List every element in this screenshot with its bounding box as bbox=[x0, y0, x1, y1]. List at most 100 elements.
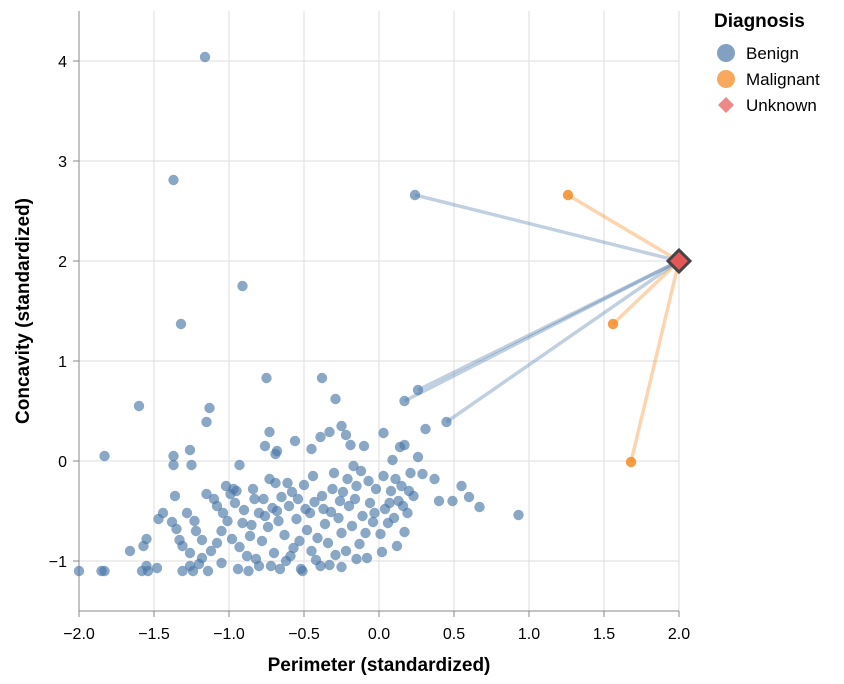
grid bbox=[78, 11, 680, 611]
point-benign bbox=[226, 533, 238, 545]
x-tick-label: 1.5 bbox=[593, 626, 615, 643]
point-benign bbox=[336, 561, 347, 573]
point-benign bbox=[409, 189, 421, 201]
point-benign bbox=[346, 520, 358, 532]
point-benign bbox=[262, 521, 274, 533]
point-benign bbox=[318, 503, 329, 515]
point-benign bbox=[184, 444, 196, 456]
neighbor-lines bbox=[403, 193, 681, 463]
point-benign bbox=[367, 516, 379, 528]
point-benign bbox=[169, 490, 181, 502]
x-tick-label: −1.0 bbox=[213, 626, 245, 643]
point-benign bbox=[211, 537, 223, 549]
point-benign bbox=[270, 448, 281, 460]
neighbor-line-0 bbox=[414, 193, 680, 263]
point-benign bbox=[211, 500, 223, 512]
x-tick-label: −1.5 bbox=[138, 626, 170, 643]
point-benign bbox=[364, 497, 376, 509]
neighbor-line-5 bbox=[611, 259, 681, 326]
y-tick-label: 4 bbox=[58, 54, 67, 71]
y-tick-label: 0 bbox=[58, 454, 67, 471]
point-benign bbox=[351, 553, 362, 565]
point-benign bbox=[456, 480, 467, 492]
y-tick-label: 3 bbox=[58, 154, 67, 171]
point-benign bbox=[391, 540, 403, 552]
point-benign bbox=[190, 525, 202, 537]
point-benign bbox=[157, 507, 169, 519]
point-benign bbox=[286, 486, 298, 498]
point-benign bbox=[429, 473, 440, 485]
point-benign bbox=[324, 559, 335, 571]
legend: Diagnosis Benign Malignant Unknown bbox=[714, 11, 820, 115]
point-benign bbox=[232, 563, 244, 575]
y-tick-label: 2 bbox=[58, 254, 67, 271]
point-benign bbox=[279, 529, 290, 541]
point-benign bbox=[309, 496, 320, 508]
point-benign bbox=[238, 504, 250, 516]
point-benign bbox=[288, 542, 299, 554]
y-tick-label: 1 bbox=[58, 354, 67, 371]
point-benign bbox=[276, 491, 287, 503]
legend-label-malignant: Malignant bbox=[746, 70, 820, 89]
x-tick-label: 0.5 bbox=[443, 626, 465, 643]
point-benign bbox=[399, 526, 410, 538]
point-benign bbox=[349, 493, 361, 505]
point-benign bbox=[340, 545, 352, 557]
x-tick-label: −2.0 bbox=[63, 626, 95, 643]
point-benign bbox=[96, 565, 107, 577]
point-benign bbox=[447, 495, 458, 507]
point-benign bbox=[307, 470, 319, 482]
point-benign bbox=[375, 528, 386, 540]
point-benign bbox=[187, 565, 199, 577]
legend-label-benign: Benign bbox=[746, 44, 799, 63]
point-benign bbox=[273, 515, 284, 527]
point-benign bbox=[292, 493, 304, 505]
y-axis-title: Concavity (standardized) bbox=[13, 198, 34, 424]
point-benign bbox=[243, 565, 254, 577]
point-benign bbox=[124, 545, 136, 557]
point-benign bbox=[342, 473, 353, 485]
point-benign bbox=[271, 505, 283, 517]
point-benign bbox=[205, 545, 217, 557]
x-axis-title: Perimeter (standardized) bbox=[268, 655, 491, 676]
point-benign bbox=[405, 467, 416, 479]
y-tick-label: −1 bbox=[49, 554, 67, 571]
point-unknown bbox=[665, 247, 693, 275]
point-benign bbox=[340, 429, 352, 441]
point-benign bbox=[369, 507, 380, 519]
point-benign bbox=[168, 459, 179, 471]
point-benign bbox=[186, 459, 197, 471]
point-benign bbox=[184, 547, 196, 559]
point-benign bbox=[261, 372, 272, 384]
point-malignant bbox=[625, 456, 637, 468]
point-benign bbox=[268, 547, 280, 559]
point-malignant bbox=[562, 189, 574, 201]
point-benign bbox=[204, 402, 215, 414]
point-benign bbox=[141, 560, 152, 572]
point-benign bbox=[399, 439, 410, 451]
point-benign bbox=[196, 534, 208, 546]
point-benign bbox=[289, 435, 301, 447]
point-benign bbox=[222, 515, 233, 527]
point-benign bbox=[513, 509, 524, 521]
point-benign bbox=[177, 540, 188, 552]
point-benign bbox=[231, 485, 242, 497]
point-benign bbox=[417, 468, 428, 480]
neighbor-line-1 bbox=[417, 259, 680, 392]
point-benign bbox=[361, 552, 373, 564]
legend-label-unknown: Unknown bbox=[746, 96, 817, 115]
point-benign bbox=[330, 549, 341, 561]
point-benign bbox=[322, 537, 334, 549]
point-benign bbox=[333, 512, 344, 524]
unknown-layer bbox=[665, 247, 693, 275]
point-benign bbox=[441, 416, 452, 428]
point-benign bbox=[345, 439, 356, 451]
point-benign bbox=[316, 490, 328, 502]
point-benign bbox=[388, 512, 400, 524]
point-benign bbox=[301, 524, 313, 536]
point-benign bbox=[315, 431, 326, 443]
point-benign bbox=[202, 565, 214, 577]
point-benign bbox=[282, 477, 293, 489]
point-benign bbox=[358, 440, 370, 452]
